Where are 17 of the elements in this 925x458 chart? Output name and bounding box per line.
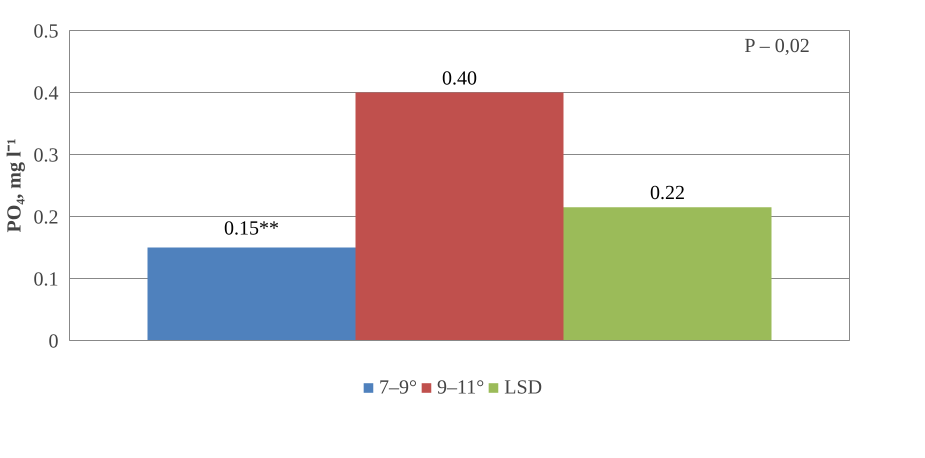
legend-label: LSD xyxy=(504,376,542,399)
y-axis-title: PO₄, mg l⁻¹ xyxy=(4,138,26,232)
y-tick-label: 0.2 xyxy=(34,206,58,228)
bar xyxy=(148,248,356,340)
bar xyxy=(356,92,564,340)
y-tick-label: 0.3 xyxy=(34,144,58,166)
y-tick-label: 0.1 xyxy=(34,268,58,290)
y-tick-label: 0 xyxy=(48,330,58,352)
legend-label: 7–9° xyxy=(378,376,417,399)
y-tick-label: 0.5 xyxy=(34,20,58,42)
annotation: P – 0,02 xyxy=(744,35,810,57)
data-label: 0.22 xyxy=(650,182,685,204)
data-label: 0.15** xyxy=(224,218,279,240)
legend-label: 9–11° xyxy=(436,376,484,399)
data-label: 0.40 xyxy=(442,68,477,90)
y-tick-label: 0.4 xyxy=(34,82,58,104)
bar xyxy=(564,207,772,340)
